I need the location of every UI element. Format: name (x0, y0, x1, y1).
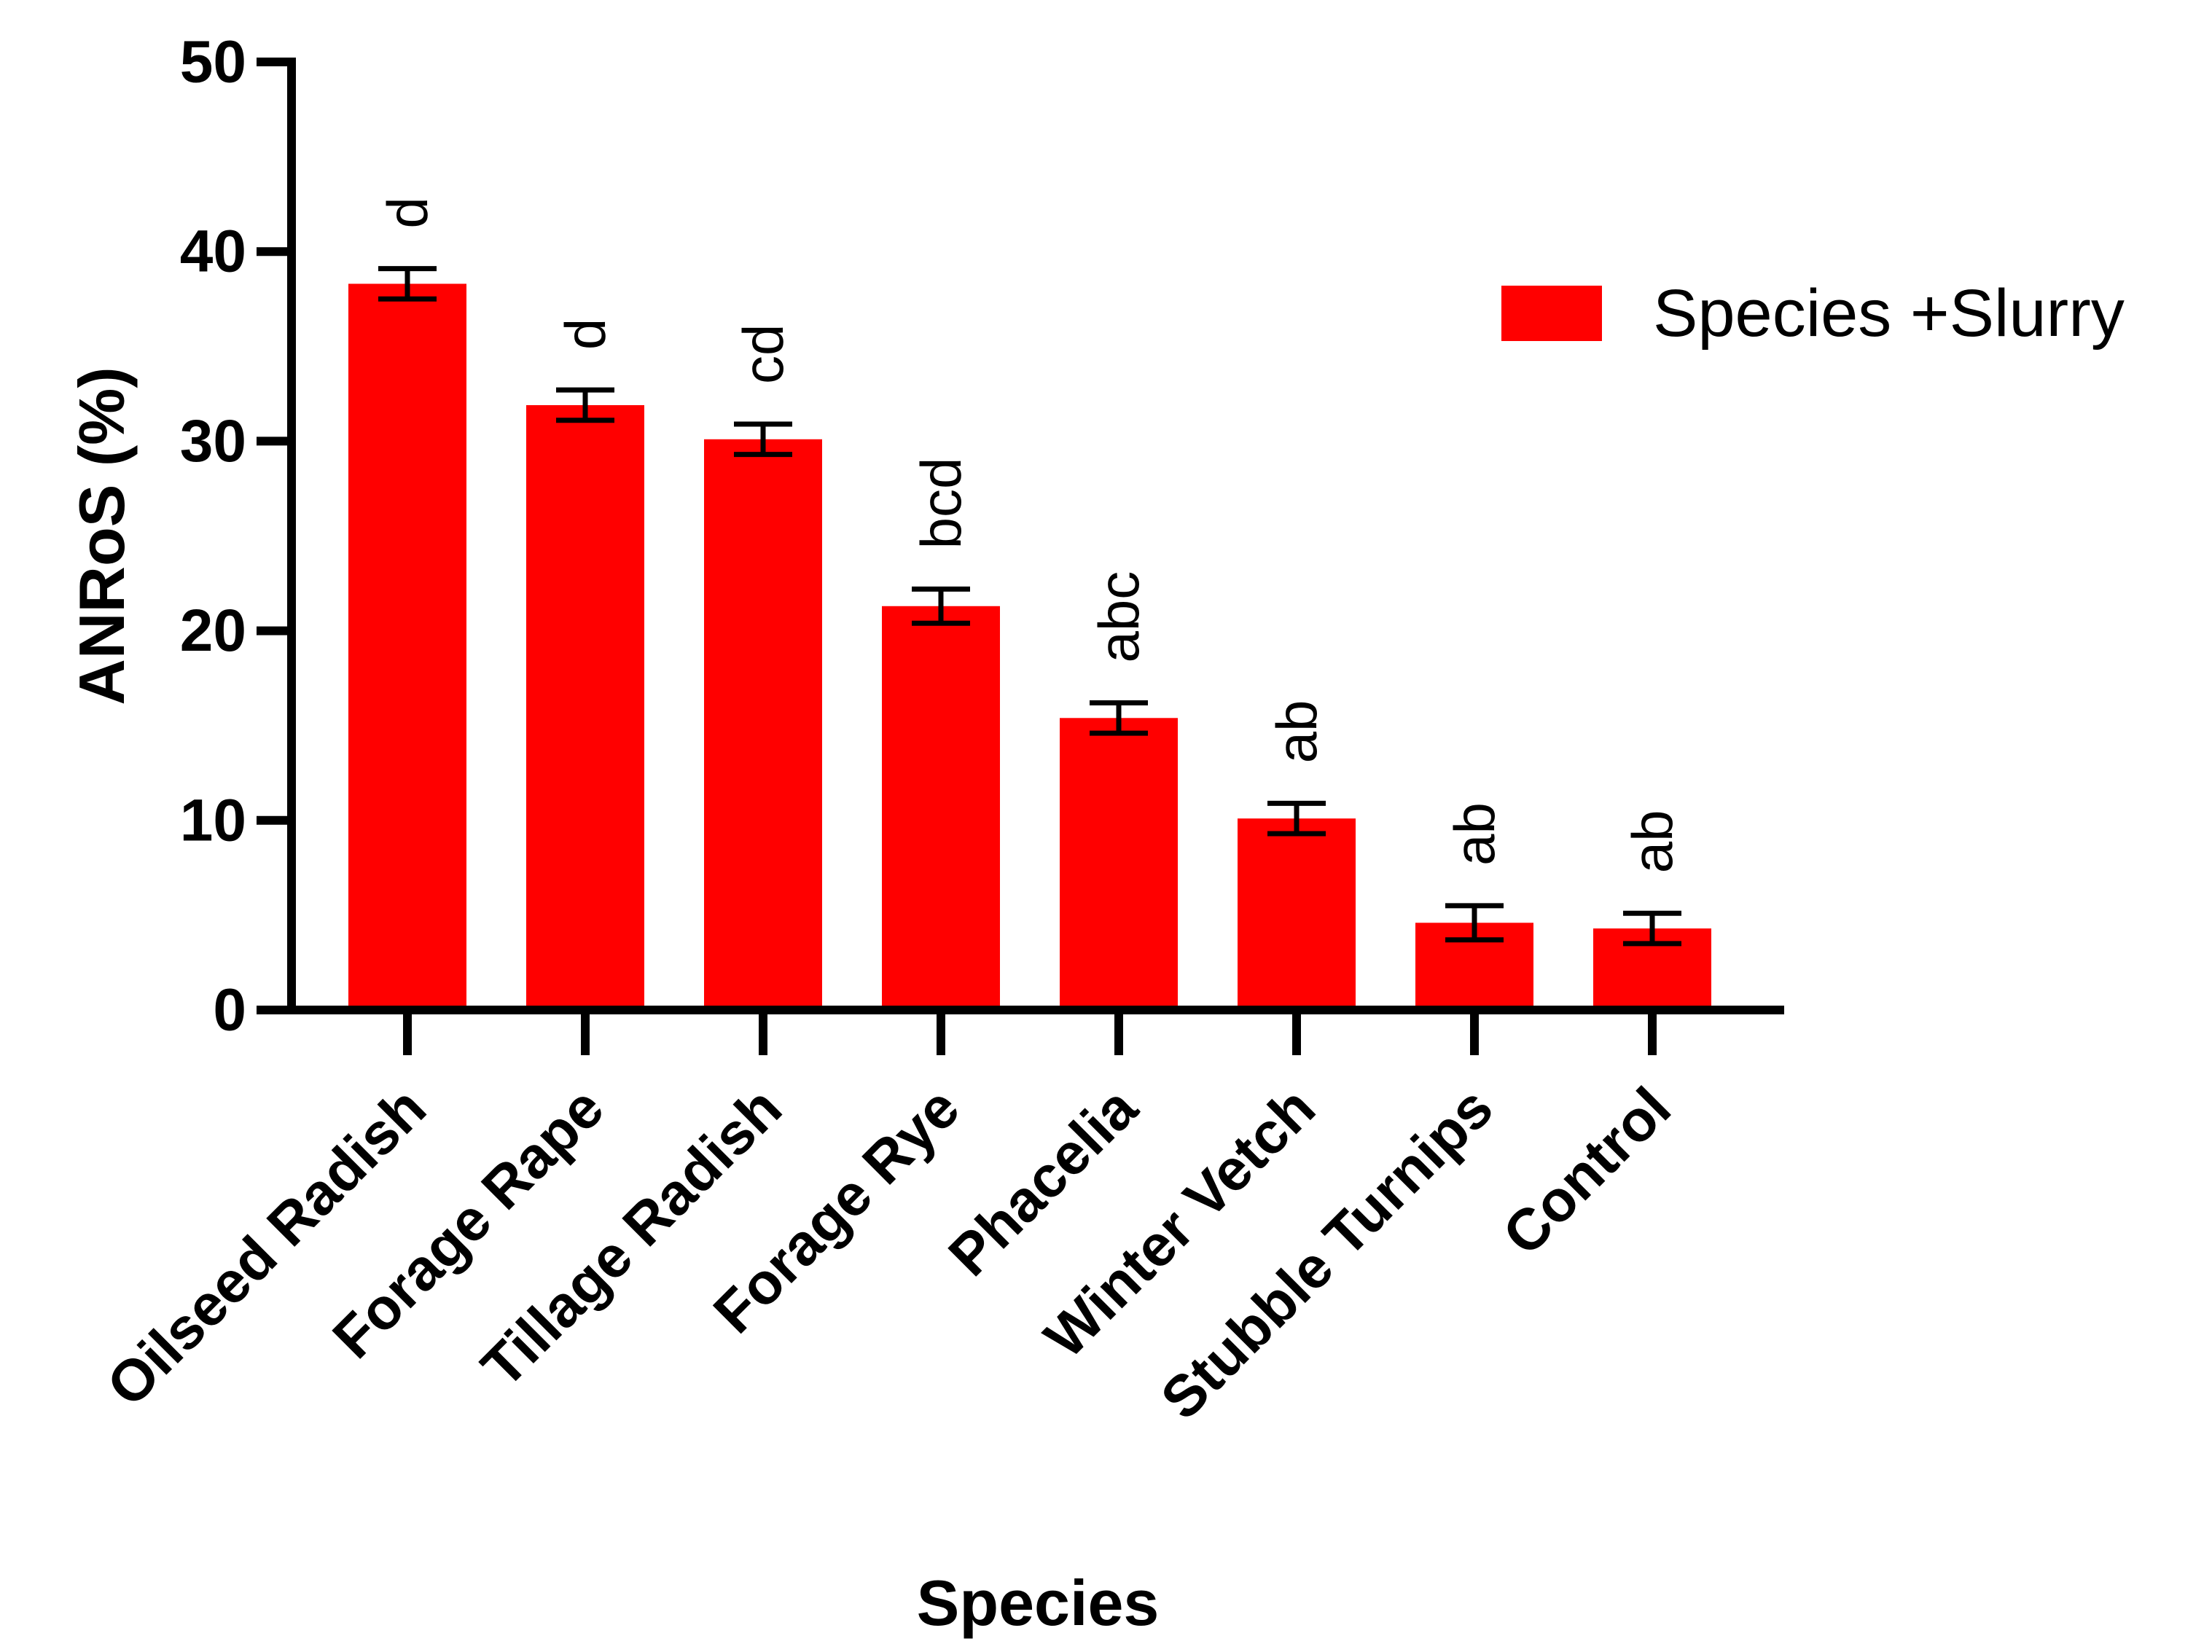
x-tick-label: Oilseed Radish (94, 1075, 438, 1419)
legend: Species +Slurry (1501, 276, 2125, 351)
bars-group (348, 283, 1711, 1011)
significance-letter: ab (1442, 802, 1506, 866)
significance-letter: cd (731, 324, 795, 384)
y-tick-label: 0 (213, 977, 246, 1044)
x-tick-label: Control (1490, 1075, 1683, 1267)
bar (704, 439, 822, 1010)
y-tick-label: 10 (180, 787, 246, 853)
y-tick-label: 20 (180, 598, 246, 664)
bar (1238, 818, 1356, 1010)
legend-swatch (1501, 286, 1602, 341)
significance-letter: ab (1265, 700, 1329, 764)
error-bars-group (378, 266, 1681, 947)
significance-letter: ab (1620, 810, 1684, 874)
bar (526, 404, 644, 1010)
significance-letter: d (553, 318, 617, 350)
bar (882, 606, 1000, 1010)
legend-label: Species +Slurry (1653, 276, 2125, 351)
y-axis-title: ANRoS (%) (66, 367, 138, 705)
y-tick-label: 50 (180, 29, 246, 95)
y-tick-label: 40 (180, 219, 246, 285)
x-tick-label: Tillage Radish (469, 1075, 794, 1399)
y-tick-label: 30 (180, 408, 246, 474)
bar (1060, 718, 1178, 1010)
significance-letter: abc (1087, 571, 1151, 663)
bar (348, 283, 466, 1011)
significance-letter: bcd (909, 458, 973, 549)
x-axis-title: Species (917, 1567, 1160, 1639)
significance-letters-group: d d cd bcd abc ab ab ab (375, 197, 1684, 873)
significance-letter: d (375, 197, 439, 228)
x-tick-label: Stubble Turnips (1149, 1075, 1505, 1431)
